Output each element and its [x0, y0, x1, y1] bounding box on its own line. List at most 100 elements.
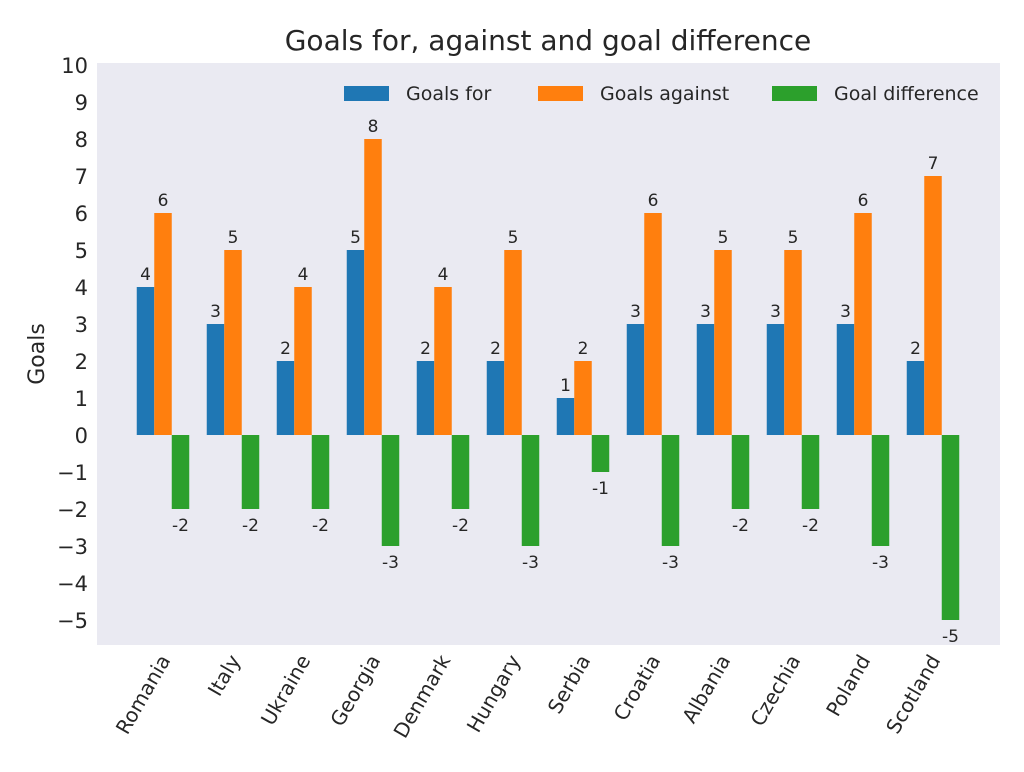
y-tick-label: 5 — [75, 239, 88, 263]
bar-goal-difference-czechia — [801, 435, 820, 509]
legend-label: Goals for — [406, 83, 492, 105]
x-tick-label: Ukraine — [256, 651, 315, 730]
y-tick-label: 8 — [75, 128, 88, 152]
bar-goals-for-hungary — [486, 361, 505, 435]
bar-goals-for-poland — [836, 324, 855, 435]
data-label: 2 — [420, 339, 431, 359]
x-tick-label: Hungary — [462, 650, 526, 736]
bar-goal-difference-croatia — [661, 435, 680, 546]
bar-goals-for-denmark — [416, 361, 435, 435]
bar-goal-difference-albania — [731, 435, 750, 509]
data-label: 8 — [368, 117, 379, 137]
bar-goals-for-romania — [136, 287, 155, 435]
data-label: -3 — [872, 553, 889, 573]
data-label: -2 — [732, 516, 749, 536]
data-label: 6 — [648, 191, 659, 211]
y-tick-label: 2 — [75, 350, 88, 374]
data-label: 1 — [560, 376, 571, 396]
bar-goal-difference-romania — [171, 435, 190, 509]
x-tick-label: Scotland — [881, 651, 945, 738]
x-tick-label: Italy — [203, 650, 246, 700]
y-tick-label: 10 — [61, 54, 88, 78]
data-label: -2 — [802, 516, 819, 536]
data-label: -3 — [382, 553, 399, 573]
data-label: -2 — [172, 516, 189, 536]
bar-goals-against-romania — [154, 213, 172, 435]
bar-goals-against-poland — [854, 213, 872, 435]
legend-swatch — [772, 86, 817, 101]
data-label: 5 — [350, 228, 361, 248]
data-label: 5 — [718, 228, 729, 248]
chart-title: Goals for, against and goal difference — [285, 24, 812, 57]
bar-goals-for-italy — [206, 324, 225, 435]
bar-goals-against-albania — [714, 250, 732, 435]
y-tick-label: 7 — [75, 165, 88, 189]
y-tick-label: 3 — [75, 313, 88, 337]
legend-label: Goals against — [600, 83, 729, 105]
y-tick-label: −4 — [57, 572, 88, 596]
data-label: 2 — [280, 339, 291, 359]
data-label: 4 — [438, 265, 449, 285]
data-label: -3 — [662, 553, 679, 573]
data-label: -2 — [312, 516, 329, 536]
bar-goals-for-albania — [696, 324, 715, 435]
x-tick-label: Serbia — [543, 651, 596, 718]
legend-label: Goal difference — [834, 83, 979, 105]
data-label: -1 — [592, 479, 609, 499]
bar-goals-against-denmark — [434, 287, 452, 435]
bar-goal-difference-serbia — [591, 435, 610, 472]
data-label: 4 — [298, 265, 309, 285]
x-tick-label: Croatia — [609, 651, 666, 725]
x-tick-label: Poland — [821, 651, 875, 721]
bar-goal-difference-scotland — [941, 435, 960, 620]
y-tick-label: −1 — [57, 461, 88, 485]
bar-goal-difference-italy — [241, 435, 260, 509]
data-label: -2 — [242, 516, 259, 536]
bar-goals-against-serbia — [574, 361, 592, 435]
data-label: 5 — [508, 228, 519, 248]
bar-goal-difference-hungary — [521, 435, 540, 546]
bar-goals-for-scotland — [906, 361, 925, 435]
y-tick-label: −2 — [57, 498, 88, 522]
y-tick-label: −5 — [57, 609, 88, 633]
data-label: 4 — [140, 265, 151, 285]
bar-goals-against-czechia — [784, 250, 802, 435]
data-label: 6 — [158, 191, 169, 211]
data-label: 2 — [578, 339, 589, 359]
data-label: 2 — [910, 339, 921, 359]
bar-goals-against-scotland — [924, 176, 942, 435]
bar-goals-for-croatia — [626, 324, 645, 435]
legend: Goals for Goals against Goal difference — [344, 83, 979, 105]
bar-goals-for-czechia — [766, 324, 785, 435]
data-label: -2 — [452, 516, 469, 536]
data-label: 6 — [858, 191, 869, 211]
legend-swatch — [344, 86, 389, 101]
bar-goals-for-ukraine — [276, 361, 295, 435]
y-tick-label: 6 — [75, 202, 88, 226]
x-tick-label: Albania — [677, 651, 735, 728]
data-label: 5 — [788, 228, 799, 248]
bar-goals-against-italy — [224, 250, 242, 435]
y-tick-label: 9 — [75, 91, 88, 115]
data-label: 5 — [228, 228, 239, 248]
data-label: 3 — [630, 302, 641, 322]
bar-goal-difference-denmark — [451, 435, 470, 509]
bar-goals-against-georgia — [364, 139, 382, 435]
data-label: 2 — [490, 339, 501, 359]
x-tick-label: Georgia — [325, 651, 385, 731]
bar-goals-for-georgia — [346, 250, 365, 435]
data-label: 3 — [700, 302, 711, 322]
bar-goal-difference-georgia — [381, 435, 400, 546]
x-tick-label: Denmark — [389, 650, 456, 742]
bar-goals-against-hungary — [504, 250, 522, 435]
y-tick-label: 0 — [75, 424, 88, 448]
x-tick-label: Czechia — [745, 651, 805, 731]
data-label: 3 — [210, 302, 221, 322]
y-tick-label: 1 — [75, 387, 88, 411]
bar-goal-difference-poland — [871, 435, 890, 546]
y-tick-label: −3 — [57, 535, 88, 559]
data-label: -3 — [522, 553, 539, 573]
x-tick-label: Romania — [111, 651, 176, 739]
y-tick-label: 4 — [75, 276, 88, 300]
